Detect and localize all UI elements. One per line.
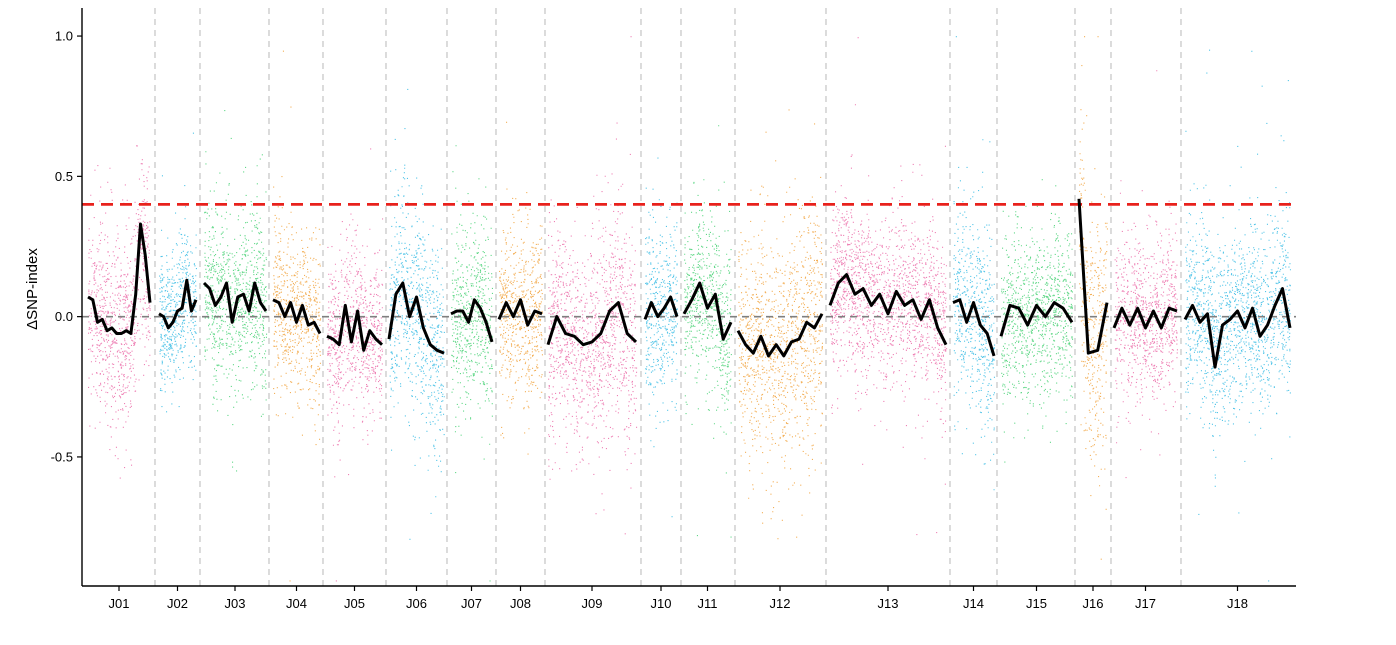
snp-points-j10: [645, 157, 679, 518]
x-tick-label-j10: J10: [651, 596, 672, 611]
chromosome-separators: [154, 8, 1182, 586]
x-tick-label-j09: J09: [582, 596, 603, 611]
snp-points-j09: [548, 36, 638, 535]
smoothed-line-j13: [828, 273, 948, 346]
smoothed-line-j12: [736, 313, 824, 358]
x-tick-label-j05: J05: [344, 596, 365, 611]
x-tick-label-j17: J17: [1135, 596, 1156, 611]
x-tick-label-j15: J15: [1026, 596, 1047, 611]
snp-points-j16: [1079, 36, 1109, 560]
snp-points: [88, 36, 1291, 582]
x-tick-label-j04: J04: [286, 596, 307, 611]
snp-points-j11: [684, 125, 732, 538]
smoothed-line-j09: [546, 301, 638, 347]
x-tick-label-j07: J07: [461, 596, 482, 611]
snp-points-j13: [830, 37, 948, 536]
x-tick-label-j13: J13: [878, 596, 899, 611]
snp-points-j12: [738, 109, 823, 540]
snp-points-j06: [389, 88, 445, 540]
y-tick-label: -0.5: [51, 449, 73, 464]
snp-points-j08: [499, 121, 543, 455]
smoothed-line-j08: [497, 298, 543, 327]
x-tick-label-j12: J12: [770, 596, 791, 611]
smoothed-line-j03: [202, 281, 268, 324]
snp-points-j02: [159, 132, 197, 413]
axes: [81, 8, 1296, 587]
smoothed-line-j18: [1183, 287, 1292, 369]
y-tick-label: 1.0: [55, 29, 73, 44]
smoothed-line-j15: [999, 301, 1074, 337]
smoothed-line-j05: [326, 303, 384, 352]
smoothed-line-j01: [87, 222, 152, 335]
snp-points-j01: [88, 145, 151, 479]
smoothed-line-j10: [643, 295, 679, 320]
x-tick-label-j18: J18: [1227, 596, 1248, 611]
y-axis-ticks: -0.5 0.0 0.5 1.0: [51, 29, 82, 464]
smoothed-line-j16: [1077, 198, 1109, 355]
y-tick-label: 0.5: [55, 169, 73, 184]
x-tick-label-j06: J06: [406, 596, 427, 611]
smoothed-line-j17: [1112, 306, 1178, 330]
x-tick-label-j03: J03: [225, 596, 246, 611]
snp-points-j17: [1114, 70, 1178, 479]
smoothed-line-j07: [450, 298, 494, 343]
y-axis-title: ΔSNP-index: [24, 248, 41, 330]
smoothed-lines: [87, 198, 1292, 369]
x-tick-label-j08: J08: [510, 596, 531, 611]
smoothed-line-j04: [272, 298, 322, 335]
y-tick-label: 0.0: [55, 309, 73, 324]
smoothed-line-j14: [952, 298, 996, 357]
snp-points-j07: [451, 145, 494, 582]
x-tick-label-j11: J11: [698, 596, 718, 611]
x-tick-label-j02: J02: [167, 596, 188, 611]
smoothed-line-j06: [387, 281, 445, 355]
x-tick-label-j16: J16: [1083, 596, 1104, 611]
smoothed-line-j11: [682, 281, 733, 341]
snp-points-j15: [1001, 179, 1074, 463]
snp-points-j05: [327, 148, 384, 582]
x-tick-label-j01: J01: [109, 596, 130, 611]
snp-points-j14: [953, 36, 996, 491]
x-axis-ticks: J01 J02 J03 J04 J05 J06 J07 J08 J09 J10 J11 J12 J13 J…: [109, 586, 1248, 611]
x-tick-label-j14: J14: [963, 596, 984, 611]
smoothed-line-j02: [158, 278, 198, 330]
